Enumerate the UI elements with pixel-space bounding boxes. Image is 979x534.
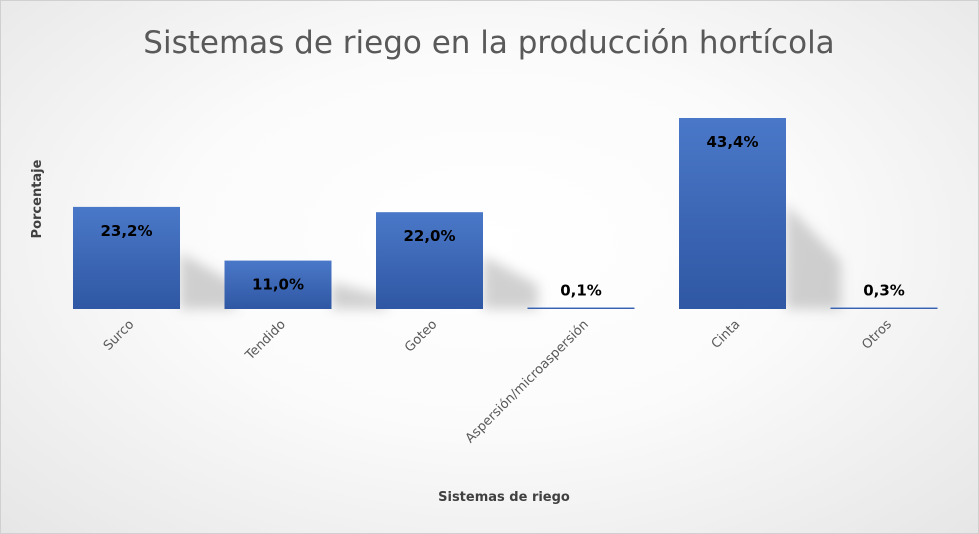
bar-shadows — [180, 203, 841, 309]
x-tick-label-6: Otros — [859, 317, 895, 353]
x-tick-label-5: Cinta — [709, 317, 744, 352]
bar-shadow-3 — [483, 255, 538, 309]
bar-4 — [527, 307, 635, 309]
data-label-2: 11,0% — [252, 276, 304, 294]
data-labels: 23,2% 11,0% 22,0% 0,1% 43,4% 0,3% — [100, 133, 904, 300]
bars — [73, 118, 938, 309]
x-tick-label-2: Tendido — [242, 317, 289, 364]
x-tick-label-1: Surco — [101, 317, 138, 354]
bar-5 — [679, 118, 786, 309]
chart-title: Sistemas de riego en la producción hortí… — [143, 25, 834, 61]
data-label-6: 0,3% — [863, 282, 905, 300]
x-tick-labels: Surco Tendido Goteo Aspersión/microaspersió… — [101, 317, 895, 446]
x-tick-label-4: Aspersión/microaspersión — [463, 317, 592, 446]
data-label-1: 23,2% — [100, 222, 152, 240]
data-label-4: 0,1% — [560, 282, 602, 300]
bar-2 — [224, 260, 332, 309]
bar-shadow-1 — [180, 252, 235, 309]
bar-1 — [73, 206, 180, 309]
bar-shadow-5 — [786, 203, 841, 309]
bar-shadow-2 — [331, 282, 387, 309]
x-tick-label-3: Goteo — [402, 317, 440, 355]
data-label-3: 22,0% — [403, 227, 455, 245]
y-axis-title: Porcentaje — [30, 159, 45, 238]
x-axis-title: Sistemas de riego — [438, 490, 570, 505]
data-label-5: 43,4% — [706, 133, 758, 151]
bar-3 — [376, 212, 483, 309]
bar-6 — [830, 307, 938, 309]
